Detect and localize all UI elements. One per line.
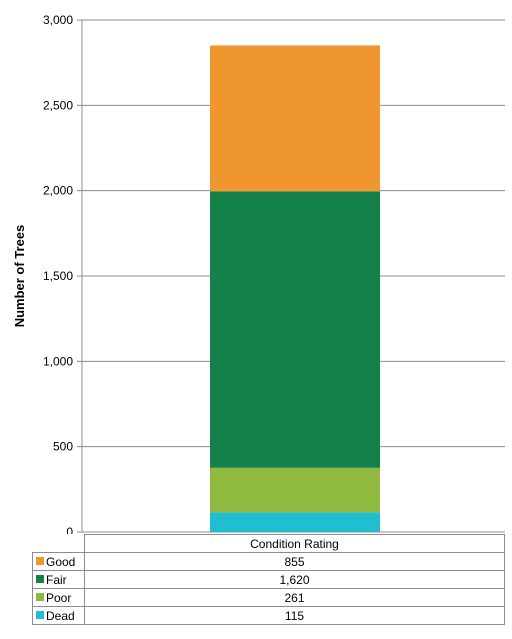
bar-segment-good	[210, 45, 380, 192]
legend-label: Good	[46, 554, 76, 569]
y-tick-label: 2,000	[43, 184, 73, 198]
data-table: Condition Rating Good 855 Fair 1,620 Poor 261…	[32, 534, 505, 625]
y-axis-label: Number of Trees	[12, 225, 27, 328]
y-tick-label: 0	[66, 525, 73, 534]
legend-label: Poor	[46, 590, 72, 605]
table-row-good: Good 855	[32, 552, 505, 571]
table-row-dead: Dead 115	[32, 606, 505, 625]
y-tick-label: 500	[53, 440, 73, 454]
legend-key: Dead	[32, 606, 85, 625]
y-tick-label: 1,500	[43, 269, 73, 283]
y-tick-label: 3,000	[43, 13, 73, 27]
bar-segments	[210, 45, 380, 532]
legend-label: Dead	[46, 608, 75, 623]
table-row-fair: Fair 1,620	[32, 570, 505, 589]
y-axis-ticks: 0 500 1,000 1,500 2,000 2,500 3,000	[43, 13, 82, 534]
y-tick-label: 2,500	[43, 98, 73, 112]
y-tick-label: 1,000	[43, 354, 73, 368]
category-label: Condition Rating	[84, 534, 505, 553]
legend-swatch	[36, 611, 44, 620]
stacked-bar-chart: 0 500 1,000 1,500 2,000 2,500 3,000 Number of …	[12, 13, 505, 534]
legend-swatch	[36, 557, 44, 566]
legend-key: Good	[32, 552, 85, 571]
legend-label: Fair	[46, 572, 67, 587]
table-value: 115	[84, 606, 505, 625]
table-value: 261	[84, 588, 505, 607]
bar-segment-poor	[210, 467, 380, 513]
legend-key: Fair	[32, 570, 85, 589]
table-value: 1,620	[84, 570, 505, 589]
bar-segment-dead	[210, 512, 380, 532]
legend-swatch	[36, 593, 44, 602]
table-row-poor: Poor 261	[32, 588, 505, 607]
table-header-row: Condition Rating	[32, 534, 505, 553]
table-value: 855	[84, 552, 505, 571]
legend-key: Poor	[32, 588, 85, 607]
table-corner	[32, 534, 85, 553]
legend-swatch	[36, 575, 44, 584]
bar-segment-fair	[210, 191, 380, 468]
